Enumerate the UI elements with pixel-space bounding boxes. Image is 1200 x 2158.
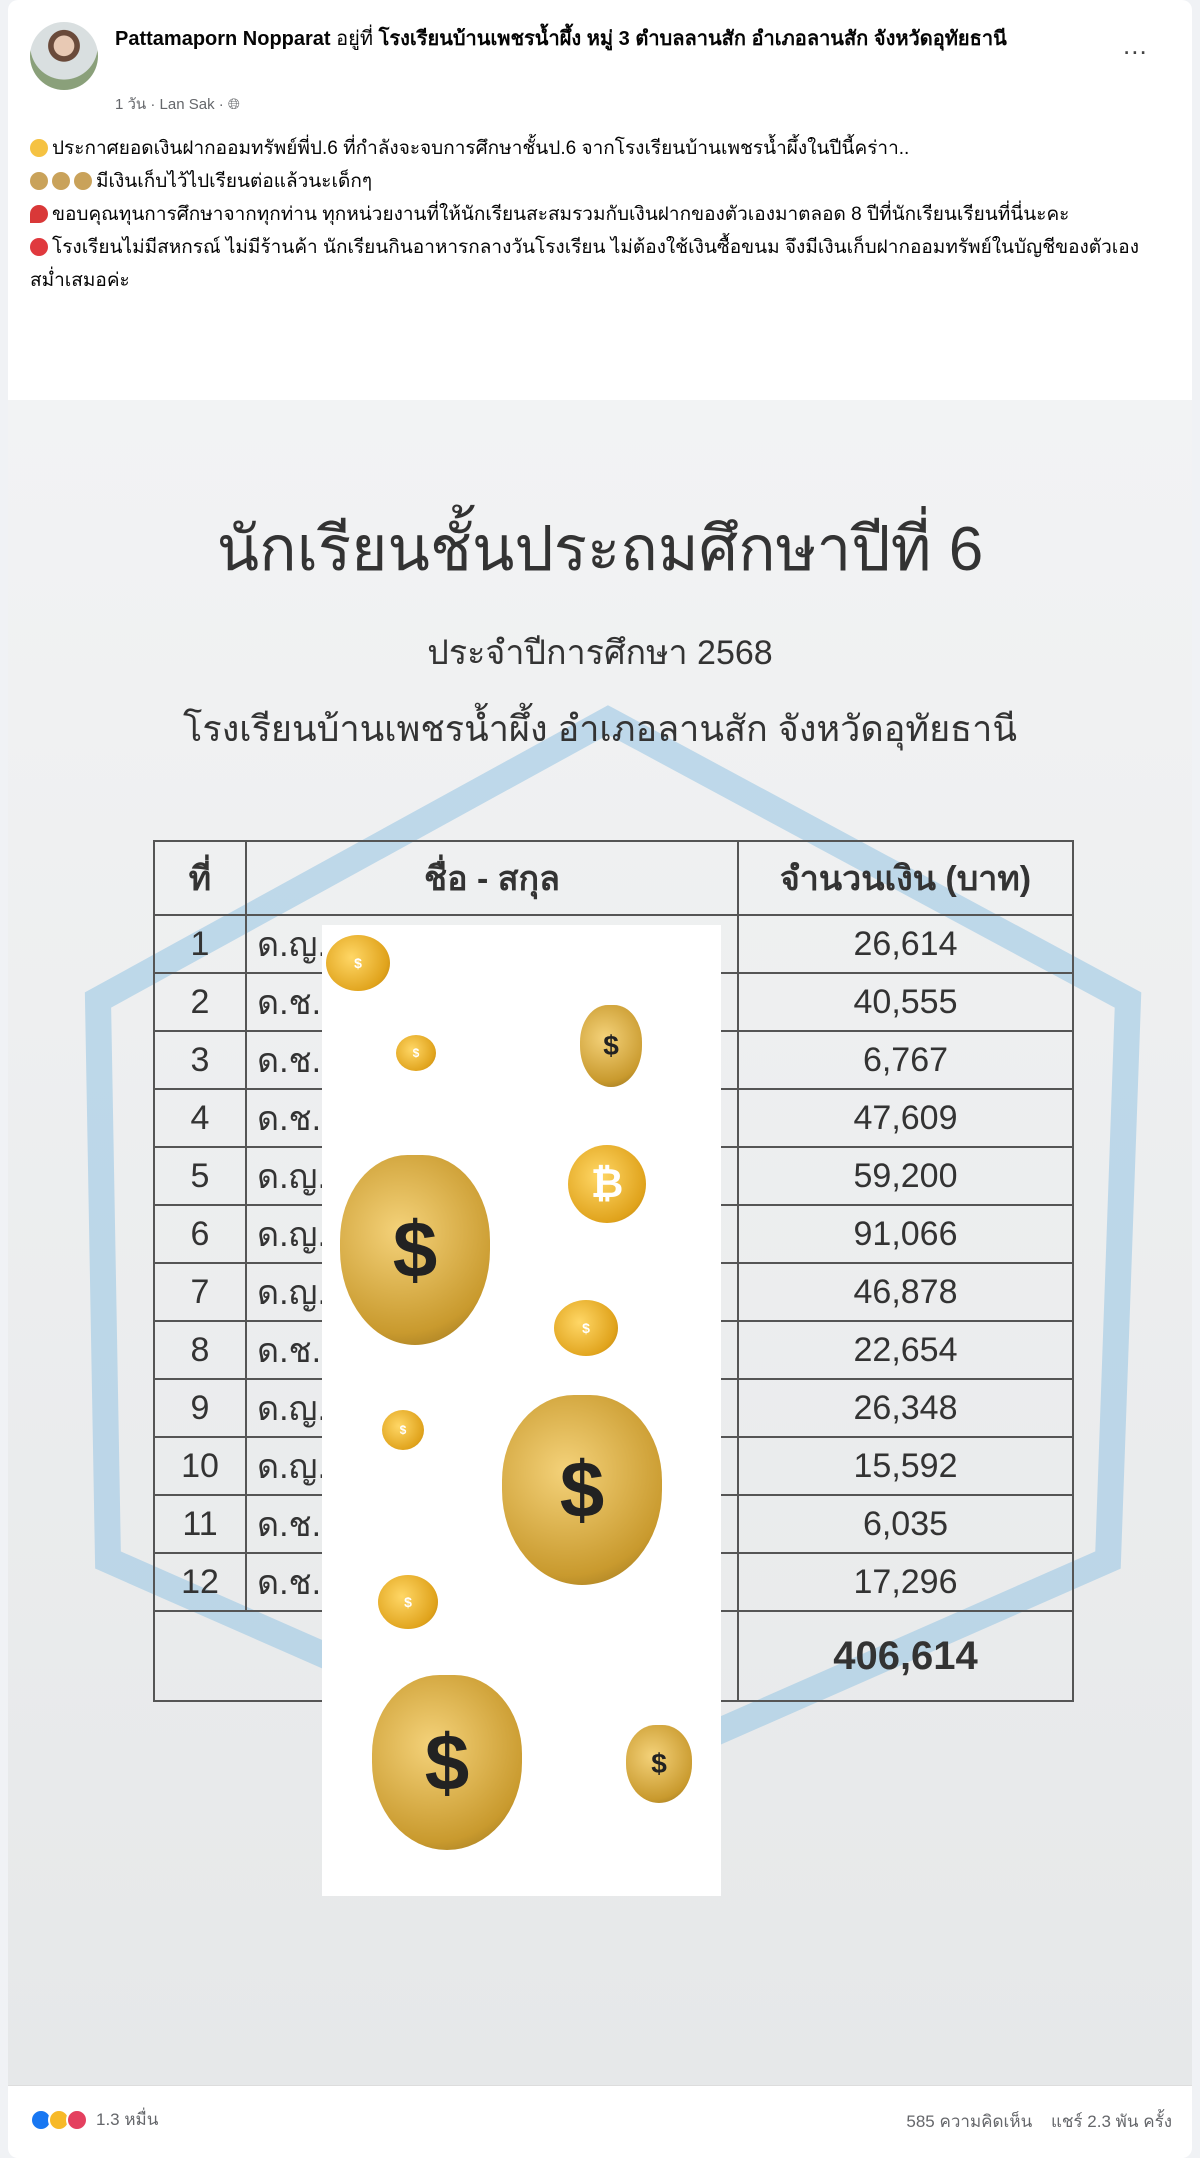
coin-icon: $ [326,935,390,991]
post-line: มีเงินเก็บไว้ไปเรียนต่อแล้วนะเด็กๆ [30,165,1180,198]
avatar[interactable] [30,22,98,90]
location-link[interactable]: โรงเรียนบ้านเพชรน้ำผึ้ง หมู่ 3 ตำบลลานสั… [378,28,1007,50]
row-number: 8 [153,1320,247,1380]
comments-count[interactable]: 585 ความคิดเห็น [906,2112,1033,2131]
total-value: 406,614 [737,1610,1074,1702]
party-popper-icon [30,139,48,157]
globe-icon: 🌐︎ [227,96,240,113]
post-line: ขอบคุณทุนการศึกษาจากทุกท่าน ทุกหน่วยงานท… [30,198,1180,231]
row-number: 7 [153,1262,247,1322]
row-number: 1 [153,914,247,974]
money-bag-icon: $ [372,1675,522,1850]
more-options-button[interactable]: ... [1123,30,1148,60]
post-text: ประกาศยอดเงินฝากออมทรัพย์พี่ป.6 ที่กำลัง… [30,132,1180,297]
coin-icon: $ [382,1410,424,1450]
row-number: 2 [153,972,247,1032]
amount: 59,200 [737,1146,1074,1206]
bitcoin-icon: ₿ [568,1145,646,1223]
at-word: อยู่ที่ [336,28,374,50]
post-line: โรงเรียนไม่มีสหกรณ์ ไม่มีร้านค้า นักเรีย… [30,237,1139,291]
shares-count[interactable]: แชร์ 2.3 พัน ครั้ง [1050,2112,1172,2131]
money-bag-icon [74,172,92,190]
timestamp[interactable]: 1 วัน [115,96,147,113]
pushpin-icon [30,205,48,223]
author-name[interactable]: Pattamaporn Nopparat [115,28,331,50]
document-title: นักเรียนชั้นประถมศึกษาปีที่ 6 [216,515,984,584]
reaction-count: 1.3 หมื่น [96,2110,159,2129]
money-bag-icon [52,172,70,190]
amount: 40,555 [737,972,1074,1032]
emoji-cover-overlay: $ $ $ $ ₿ $ $ $ $ $ $ [322,925,721,1896]
money-bag-icon: $ [340,1155,490,1345]
amount: 6,035 [737,1494,1074,1554]
amount: 26,348 [737,1378,1074,1438]
row-number: 3 [153,1030,247,1090]
row-number: 5 [153,1146,247,1206]
reactions-summary[interactable]: 1.3 หมื่น [30,2106,158,2133]
post-photo[interactable]: นักเรียนชั้นประถมศึกษาปีที่ 6 ประจำปีการ… [8,400,1192,2085]
money-bag-icon: $ [580,1005,642,1087]
place[interactable]: Lan Sak [159,96,215,113]
post-line: ประกาศยอดเงินฝากออมทรัพย์พี่ป.6 ที่กำลัง… [30,132,1180,165]
coin-icon: $ [396,1035,436,1071]
amount: 46,878 [737,1262,1074,1322]
header-name: ชื่อ - สกุล [245,840,739,916]
post-stats: 585 ความคิดเห็น แชร์ 2.3 พัน ครั้ง [892,2108,1172,2135]
money-bag-icon: $ [502,1395,662,1585]
document-subtitle: ประจำปีการศึกษา 2568 [427,634,773,672]
amount: 47,609 [737,1088,1074,1148]
amount: 22,654 [737,1320,1074,1380]
money-bag-icon: $ [626,1725,692,1803]
post-header: Pattamaporn Nopparat อยู่ที่ โรงเรียนบ้า… [115,24,1015,54]
amount: 15,592 [737,1436,1074,1496]
post-footer: 1.3 หมื่น 585 ความคิดเห็น แชร์ 2.3 พัน ค… [8,2085,1192,2158]
row-number: 12 [153,1552,247,1612]
school-line: โรงเรียนบ้านเพชรน้ำผึ้ง อำเภอลานสัก จังห… [183,708,1017,749]
post-card: Pattamaporn Nopparat อยู่ที่ โรงเรียนบ้า… [8,0,1192,2158]
row-number: 11 [153,1494,247,1554]
row-number: 9 [153,1378,247,1438]
amount: 91,066 [737,1204,1074,1264]
table-header: ที่ ชื่อ - สกุล จำนวนเงิน (บาท) [153,840,1074,916]
amount: 17,296 [737,1552,1074,1612]
coin-icon: $ [378,1575,438,1629]
amount: 6,767 [737,1030,1074,1090]
coin-icon: $ [554,1300,618,1356]
round-pushpin-icon [30,238,48,256]
money-bag-icon [30,172,48,190]
amount: 26,614 [737,914,1074,974]
row-number: 4 [153,1088,247,1148]
love-reaction-icon [66,2108,88,2131]
row-number: 6 [153,1204,247,1264]
post-meta: 1 วัน · Lan Sak · 🌐︎ [115,96,240,113]
row-number: 10 [153,1436,247,1496]
header-amount: จำนวนเงิน (บาท) [737,840,1074,916]
header-no: ที่ [153,840,247,916]
